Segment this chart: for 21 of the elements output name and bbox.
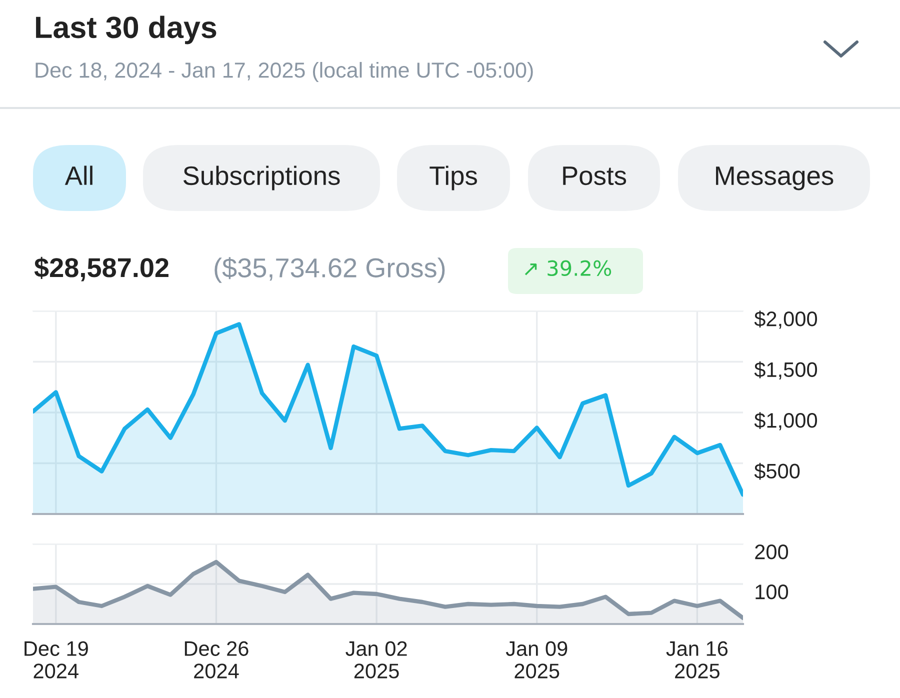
x-tick-label: Dec 26 2024 xyxy=(184,641,248,678)
x-tick-label: Jan 02 2025 xyxy=(346,641,407,678)
y-tick-label: $2,000 xyxy=(754,310,818,329)
text: Subscriptions xyxy=(184,166,340,190)
text: ($35,734.62 Gross) xyxy=(214,257,445,283)
text: Messages xyxy=(716,166,834,190)
x-tick-label: Jan 16 2025 xyxy=(666,641,728,678)
text: Posts xyxy=(563,166,626,186)
y-tick-label: 100 xyxy=(756,584,788,600)
y-tick-label: $1,500 xyxy=(754,361,818,380)
x-tick-label: Dec 19 2024 xyxy=(24,641,88,678)
text: ↗ 39.2% xyxy=(524,260,612,276)
text: All xyxy=(64,166,92,185)
chart-title: Last 30 days xyxy=(36,16,216,44)
text: Tips xyxy=(430,166,477,190)
text: $28,587.02 xyxy=(34,256,168,282)
y-tick-label: 200 xyxy=(755,544,788,560)
y-tick-label: $500 xyxy=(754,462,800,480)
chart-subtitle: Dec 18, 2024 - Jan 17, 2025 (local time UTC -05:00) xyxy=(36,62,533,82)
x-tick-label: Jan 09 2025 xyxy=(506,641,568,678)
y-tick-label: $1,000 xyxy=(754,412,818,430)
